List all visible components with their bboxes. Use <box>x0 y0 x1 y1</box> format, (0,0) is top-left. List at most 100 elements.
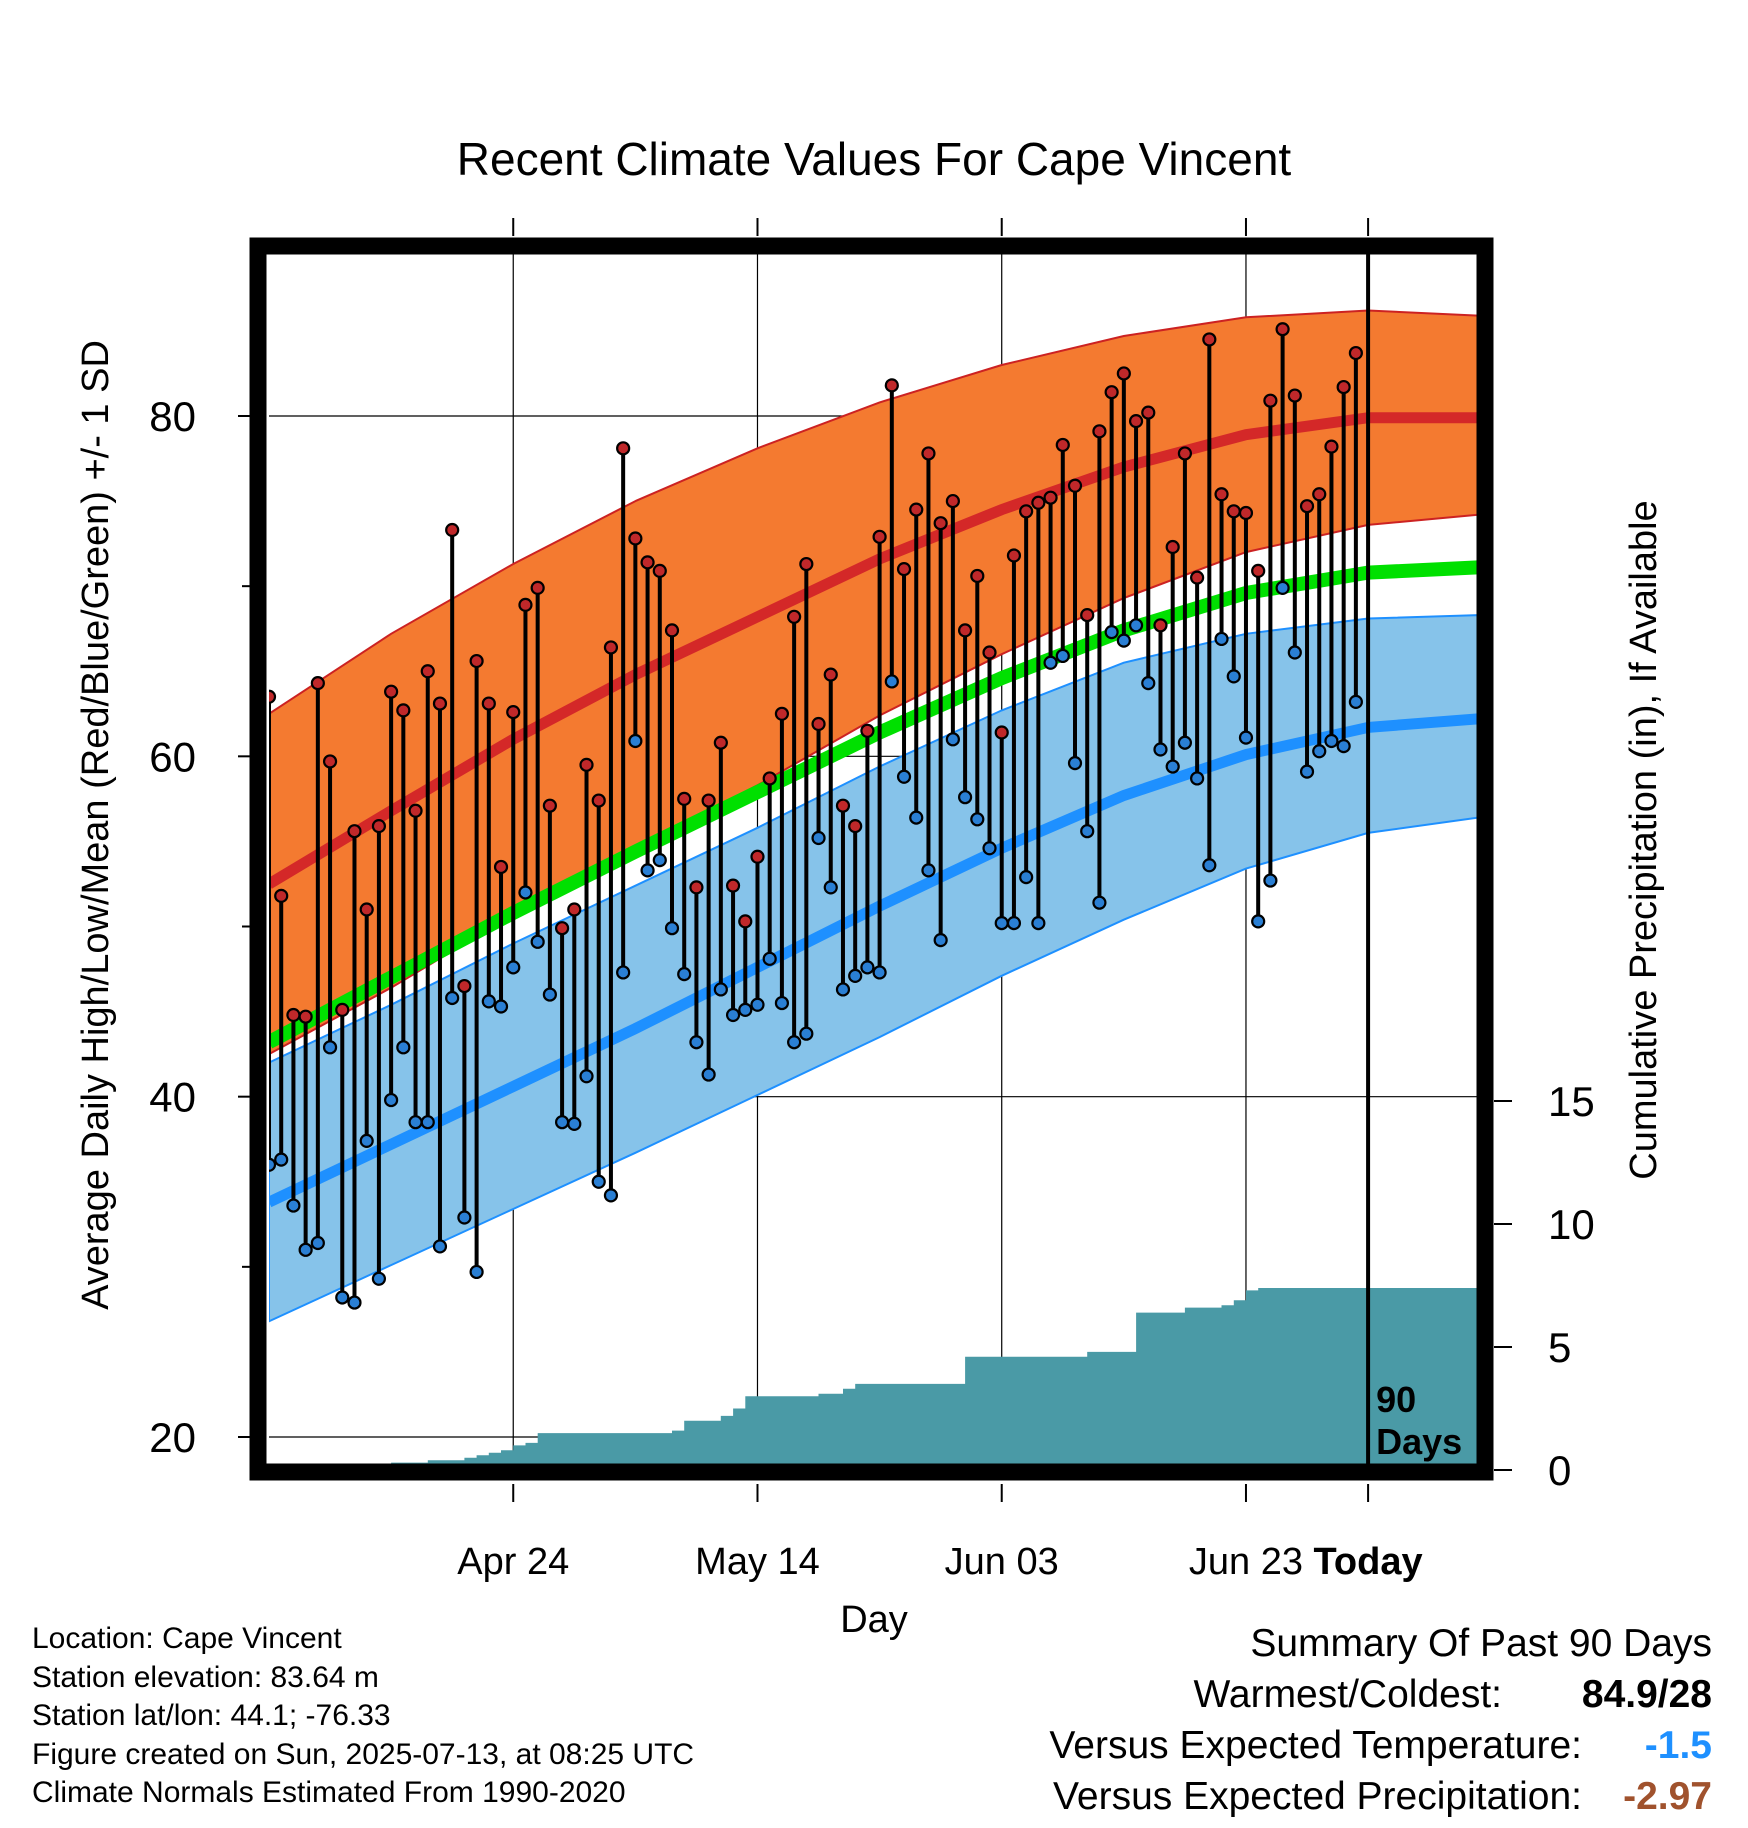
low-temp-point <box>787 1035 802 1050</box>
high-temp-point <box>310 676 325 691</box>
high-temp-point <box>884 378 899 393</box>
high-temp-point <box>762 771 777 786</box>
high-temp-point <box>823 667 838 682</box>
high-temp-point <box>1251 563 1266 578</box>
high-temp-point <box>469 653 484 669</box>
low-temp-point <box>591 1174 606 1189</box>
high-temp-point <box>591 793 606 808</box>
low-temp-point <box>1312 744 1327 759</box>
summary-row-precip: Versus Expected Precipitation: -2.97 <box>1049 1771 1712 1822</box>
y-tick-label: 20 <box>149 1414 196 1461</box>
y-tick-label: 60 <box>149 733 196 780</box>
low-temp-point <box>603 1188 619 1203</box>
high-temp-point <box>860 723 875 738</box>
low-temp-point <box>298 1242 313 1257</box>
high-temp-point <box>957 623 973 638</box>
high-temp-point <box>1141 405 1156 420</box>
low-temp-point <box>1019 870 1034 885</box>
low-temp-point <box>970 812 985 827</box>
high-temp-point <box>286 1007 301 1023</box>
low-temp-point <box>274 1152 289 1167</box>
low-temp-point <box>628 733 643 749</box>
low-temp-point <box>469 1264 484 1280</box>
low-temp-point <box>616 965 631 980</box>
summary-row-temp: Versus Expected Temperature: -1.5 <box>1049 1720 1712 1771</box>
info-normals: Climate Normals Estimated From 1990-2020 <box>32 1776 626 1809</box>
high-temp-point <box>799 556 814 572</box>
low-temp-point <box>1251 914 1266 929</box>
low-temp-point <box>1348 694 1363 709</box>
low-temp-point <box>1202 858 1217 873</box>
low-temp-point <box>530 934 545 949</box>
low-temp-point <box>750 997 765 1012</box>
today-marker-label-days: Days <box>1376 1421 1462 1462</box>
low-temp-point <box>725 1007 741 1023</box>
low-temp-point <box>848 968 863 983</box>
low-temp-point <box>408 1115 423 1130</box>
low-temp-point <box>982 841 997 856</box>
y-tick-label: 80 <box>149 393 196 440</box>
warmest-value: 84.9/28 <box>1581 1673 1712 1716</box>
low-temp-point <box>713 982 728 997</box>
low-temp-point <box>677 967 692 982</box>
high-temp-point <box>677 791 692 806</box>
low-temp-point <box>689 1035 704 1050</box>
high-temp-point <box>664 623 680 638</box>
high-temp-point <box>457 978 472 994</box>
warmest-label: Warmest/Coldest: <box>1193 1673 1502 1716</box>
high-temp-point <box>384 684 399 699</box>
info-location: Location: Cape Vincent <box>32 1622 342 1655</box>
high-temp-point <box>1043 490 1058 505</box>
low-temp-point <box>1263 873 1278 888</box>
high-temp-point <box>1177 446 1193 461</box>
low-temp-point <box>957 790 973 805</box>
high-temp-point <box>347 824 362 839</box>
low-temp-point <box>1128 618 1144 633</box>
high-temp-point <box>896 562 912 577</box>
low-temp-point <box>1177 735 1193 750</box>
high-temp-point <box>1275 322 1290 337</box>
x-tick-label: Jun 03 <box>945 1541 1059 1583</box>
high-temp-point <box>616 441 631 456</box>
high-temp-point <box>701 793 716 808</box>
high-temp-point <box>269 689 277 704</box>
low-temp-point <box>1067 756 1083 771</box>
high-temp-point <box>1153 618 1168 633</box>
precip-label: Versus Expected Precipitation: <box>1053 1775 1582 1818</box>
y2-tick-label: 0 <box>1548 1447 1571 1494</box>
low-temp-point <box>774 995 790 1011</box>
low-temp-point <box>310 1235 325 1251</box>
low-temp-point <box>420 1115 435 1130</box>
high-temp-point <box>371 819 387 834</box>
high-temp-point <box>542 798 557 813</box>
low-temp-point <box>823 880 838 895</box>
high-temp-point <box>982 645 997 660</box>
high-temp-point <box>518 597 533 612</box>
high-temp-point <box>579 757 594 772</box>
low-temp-point <box>567 1116 582 1131</box>
high-temp-point <box>1226 504 1241 519</box>
low-temp-point <box>738 1002 753 1017</box>
info-elevation: Station elevation: 83.64 m <box>32 1660 379 1694</box>
high-temp-point <box>1324 439 1339 454</box>
plot-frame <box>249 237 1494 1481</box>
y2-tick-label: 10 <box>1548 1201 1595 1248</box>
high-temp-point <box>1006 548 1022 563</box>
y-tick-label: 40 <box>149 1074 196 1121</box>
high-temp-point <box>750 849 765 864</box>
low-temp-point <box>1116 633 1131 648</box>
high-temp-point <box>1336 379 1351 395</box>
high-temp-point <box>335 1002 350 1017</box>
low-temp-point <box>884 674 899 689</box>
high-temp-point <box>1214 487 1229 502</box>
low-temp-point <box>1226 669 1241 684</box>
low-temp-point <box>896 769 912 784</box>
today-marker-label: 90 <box>1376 1379 1416 1420</box>
summary-row-warmest: Warmest/Coldest: 84.9/28 <box>1049 1669 1712 1720</box>
low-temp-point <box>640 863 655 878</box>
high-temp-point <box>1128 414 1144 429</box>
high-temp-point <box>1299 499 1315 514</box>
low-temp-point <box>994 915 1009 931</box>
